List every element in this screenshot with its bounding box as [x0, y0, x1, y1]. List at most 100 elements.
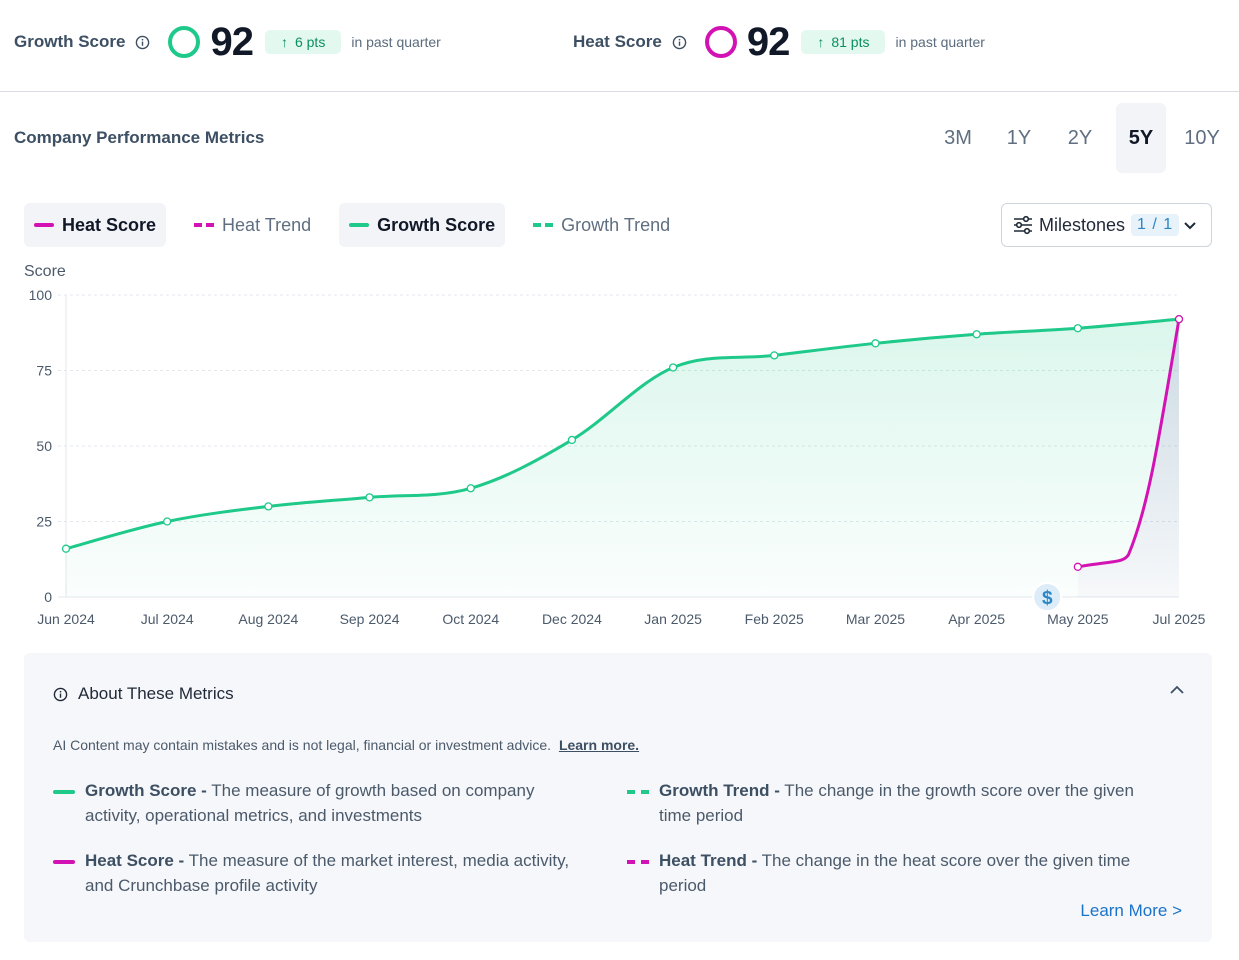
x-tick-label: Mar 2025	[846, 611, 905, 627]
y-tick-label: 50	[36, 438, 52, 454]
growth-delta-value: 6 pts	[294, 34, 326, 50]
info-icon[interactable]	[672, 35, 687, 50]
range-tab-10y[interactable]: 10Y	[1184, 126, 1220, 149]
range-tab-3m[interactable]: 3M	[944, 126, 972, 149]
range-tab-5y[interactable]: 5Y	[1116, 103, 1166, 173]
legend-toggle-growth-trend[interactable]: Growth Trend	[523, 203, 680, 247]
heat-period-text: in past quarter	[895, 34, 985, 50]
growth-score-point	[972, 330, 981, 339]
milestone-badge	[1032, 582, 1063, 612]
heat-score-point	[1174, 315, 1184, 324]
y-tick-label: 0	[44, 589, 52, 605]
chart-legend: Heat Score Heat Trend Growth Score Growt…	[24, 203, 698, 247]
disclaimer-learn-more-link[interactable]: Learn more.	[558, 737, 640, 753]
growth-score-point	[770, 351, 779, 360]
growth-score-point	[365, 493, 374, 502]
definition-term: Growth Trend -	[659, 781, 780, 800]
dollar-icon: $	[1032, 582, 1063, 612]
heat-score-value: 92	[746, 19, 790, 64]
y-tick-label: 75	[36, 363, 52, 379]
range-tab-2y[interactable]: 2Y	[1067, 126, 1093, 149]
heat-trend-swatch	[194, 223, 215, 227]
x-tick-label: May 2025	[1047, 611, 1109, 627]
heat-delta-value: 81 pts	[831, 34, 870, 50]
definition-term: Heat Score -	[85, 851, 185, 870]
about-metrics-header[interactable]: About These Metrics	[53, 684, 234, 704]
heat-delta-badge: ↑ 81 pts	[801, 30, 886, 54]
growth-score-point	[264, 502, 273, 511]
growth-score-point	[466, 484, 475, 493]
milestones-dropdown[interactable]: Milestones 1 / 1	[1001, 203, 1212, 247]
about-metrics-panel: About These Metrics AI Content may conta…	[24, 653, 1212, 942]
legend-label: Heat Score	[62, 214, 157, 235]
x-tick-label: Sep 2024	[340, 611, 400, 627]
y-axis-title: Score	[24, 263, 66, 280]
legend-toggle-heat-score[interactable]: Heat Score	[24, 203, 167, 247]
legend-label: Heat Trend	[222, 214, 312, 235]
definition-growth-trend: Growth Trend - The change in the growth …	[627, 778, 1167, 828]
definition-term: Heat Trend -	[659, 851, 758, 870]
legend-label: Growth Score	[377, 214, 496, 235]
growth-trend-swatch	[627, 790, 649, 794]
score-bar: Growth Score 92 ↑ 6 pts in past quarter …	[0, 0, 1239, 92]
x-tick-label: Jul 2024	[141, 611, 194, 627]
heat-score-swatch	[53, 860, 75, 864]
growth-score-label: Growth Score	[14, 32, 126, 51]
range-tab-1y[interactable]: 1Y	[1006, 126, 1032, 149]
definition-text: The measure of growth based on company a…	[85, 781, 535, 825]
chevron-up-icon[interactable]	[1168, 681, 1186, 699]
arrow-up-icon: ↑	[280, 34, 288, 50]
growth-score-point	[163, 517, 172, 526]
sliders-icon	[1012, 214, 1034, 236]
heat-score-line	[1076, 317, 1181, 569]
heat-score-summary: Heat Score 92 ↑ 81 pts in past quarter	[573, 19, 985, 65]
milestone-symbol: $	[1042, 588, 1053, 609]
growth-score-point	[668, 363, 678, 372]
growth-score-point	[1073, 324, 1082, 333]
info-icon	[53, 687, 68, 702]
heat-trend-swatch	[627, 860, 649, 864]
legend-toggle-growth-score[interactable]: Growth Score	[339, 203, 506, 247]
x-tick-label: Jun 2024	[37, 611, 95, 627]
growth-score-area	[66, 319, 1179, 597]
growth-score-point	[567, 435, 577, 445]
heat-score-label: Heat Score	[573, 32, 662, 51]
performance-chart: Score 0 25 50 75 100 Jun 2024 Jul 2024 Aug 202…	[0, 255, 1239, 635]
arrow-up-icon: ↑	[817, 34, 825, 50]
ai-disclaimer-text: AI Content may contain mistakes and is n…	[53, 737, 552, 753]
definition-text: The change in the growth score over the …	[659, 781, 1134, 825]
growth-score-swatch	[349, 223, 370, 227]
growth-trend-swatch	[533, 223, 554, 227]
x-tick-label: Jan 2025	[644, 611, 702, 627]
definition-growth-score: Growth Score - The measure of growth bas…	[53, 778, 593, 828]
legend-toggle-heat-trend[interactable]: Heat Trend	[184, 203, 321, 247]
definition-text: The measure of the market interest, medi…	[85, 851, 570, 895]
info-icon[interactable]	[135, 35, 150, 50]
definition-term: Growth Score -	[85, 781, 207, 800]
y-tick-label: 25	[36, 514, 52, 530]
time-range-tabs: 3M 1Y 2Y 5Y 10Y	[922, 103, 1227, 173]
growth-period-text: in past quarter	[351, 34, 441, 50]
growth-delta-badge: ↑ 6 pts	[264, 30, 342, 54]
growth-score-ring	[168, 26, 201, 58]
about-metrics-title: About These Metrics	[78, 684, 234, 703]
definition-heat-trend: Heat Trend - The change in the heat scor…	[627, 848, 1167, 898]
growth-score-line	[64, 317, 1181, 551]
y-tick-label: 100	[29, 287, 53, 303]
x-tick-label: Dec 2024	[542, 611, 602, 627]
section-title: Company Performance Metrics	[14, 128, 265, 147]
growth-score-point	[61, 544, 71, 553]
chevron-down-icon	[1181, 216, 1199, 234]
growth-score-summary: Growth Score 92 ↑ 6 pts in past quarter	[14, 19, 441, 65]
milestones-label: Milestones	[1039, 214, 1126, 235]
x-tick-label: Oct 2024	[442, 611, 499, 627]
x-tick-label: Apr 2025	[948, 611, 1005, 627]
heat-score-ring	[704, 26, 737, 58]
milestones-count: 1 / 1	[1131, 214, 1180, 236]
learn-more-link[interactable]: Learn More >	[1080, 901, 1182, 920]
heat-score-swatch	[34, 223, 54, 227]
definition-heat-score: Heat Score - The measure of the market i…	[53, 848, 593, 898]
growth-score-value: 92	[210, 19, 253, 64]
legend-label: Growth Trend	[561, 214, 671, 235]
x-tick-label: Jul 2025	[1153, 611, 1206, 627]
